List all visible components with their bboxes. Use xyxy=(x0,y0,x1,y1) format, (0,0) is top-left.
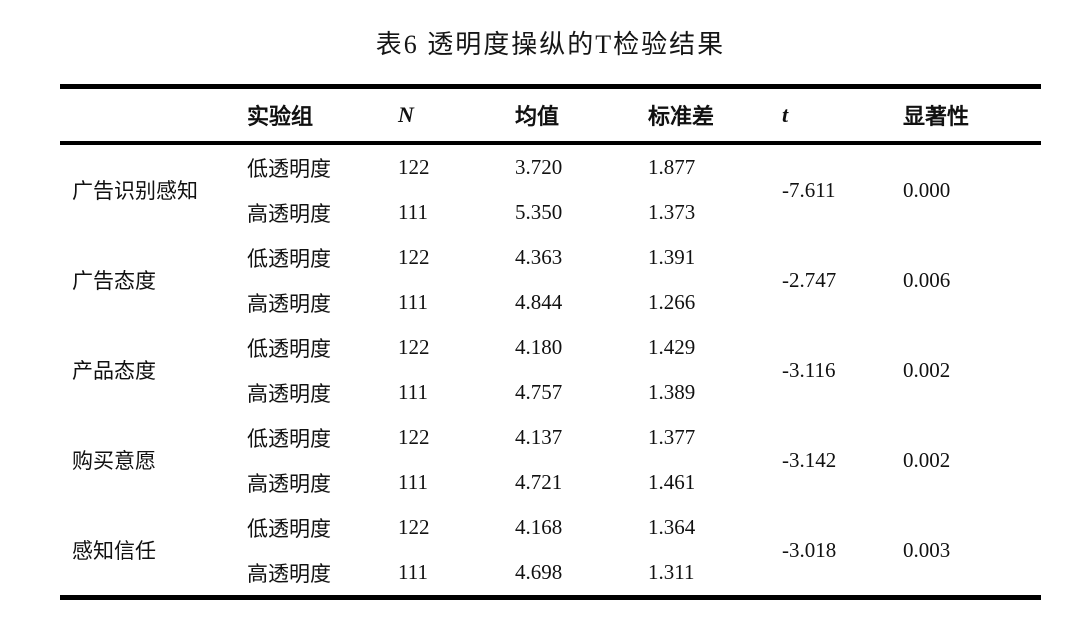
sd-cell: 1.389 xyxy=(648,380,696,404)
table-row: 购买意愿 低透明度 122 4.137 1.377 -3.142 0.002 xyxy=(60,415,1041,473)
n-cell: 111 xyxy=(398,380,428,404)
n-cell: 111 xyxy=(398,470,428,494)
n-cell: 111 xyxy=(398,560,428,584)
sd-cell: 1.373 xyxy=(648,200,696,224)
mean-cell: 4.137 xyxy=(515,425,563,449)
header-group: 实验组 xyxy=(235,86,386,145)
table-row: 产品态度 低透明度 122 4.180 1.429 -3.116 0.002 xyxy=(60,325,1041,383)
table-container: 实验组 N 均值 标准差 t 显著性 广告识别感知 低透明度 122 3.720… xyxy=(60,84,1041,600)
group-cell: 低透明度 xyxy=(247,426,331,451)
group-cell: 高透明度 xyxy=(247,471,331,496)
header-row: 实验组 N 均值 标准差 t 显著性 xyxy=(60,86,1041,145)
t-cell: -2.747 xyxy=(782,267,837,292)
measure-label: 广告识别感知 xyxy=(72,179,198,203)
group-cell: 高透明度 xyxy=(247,201,331,226)
sd-cell: 1.311 xyxy=(648,560,695,584)
group-cell: 低透明度 xyxy=(247,336,331,361)
n-cell: 111 xyxy=(398,290,428,314)
measure-label: 广告态度 xyxy=(72,269,156,293)
n-cell: 122 xyxy=(398,335,430,359)
sd-cell: 1.266 xyxy=(648,290,696,314)
sd-cell: 1.364 xyxy=(648,515,696,539)
group-cell: 高透明度 xyxy=(247,561,331,586)
sig-cell: 0.003 xyxy=(903,537,951,562)
group-cell: 高透明度 xyxy=(247,381,331,406)
group-cell: 低透明度 xyxy=(247,156,331,181)
sd-cell: 1.377 xyxy=(648,425,696,449)
table-row: 感知信任 低透明度 122 4.168 1.364 -3.018 0.003 xyxy=(60,505,1041,563)
sd-cell: 1.461 xyxy=(648,470,696,494)
sd-cell: 1.429 xyxy=(648,335,696,359)
mean-cell: 3.720 xyxy=(515,155,563,179)
header-mean: 均值 xyxy=(503,86,636,145)
header-sig: 显著性 xyxy=(891,86,1041,145)
sig-cell: 0.002 xyxy=(903,357,951,382)
table-row: 高透明度 111 4.721 1.461 xyxy=(60,460,1041,505)
t-cell: -3.116 xyxy=(782,357,836,382)
group-cell: 低透明度 xyxy=(247,516,331,541)
t-test-results-table: 实验组 N 均值 标准差 t 显著性 广告识别感知 低透明度 122 3.720… xyxy=(60,84,1041,600)
table-header: 实验组 N 均值 标准差 t 显著性 xyxy=(60,86,1041,145)
n-cell: 122 xyxy=(398,425,430,449)
measure-label: 产品态度 xyxy=(72,359,156,383)
mean-cell: 4.698 xyxy=(515,560,563,584)
n-cell: 122 xyxy=(398,155,430,179)
table-caption: 表6 透明度操纵的T检验结果 xyxy=(375,30,726,59)
table-row: 广告态度 低透明度 122 4.363 1.391 -2.747 0.006 xyxy=(60,235,1041,293)
table-row: 高透明度 111 5.350 1.373 xyxy=(60,190,1041,235)
sig-cell: 0.000 xyxy=(903,177,951,202)
paper-page: 表6 透明度操纵的T检验结果 实验组 N 均值 标准差 t xyxy=(0,24,1080,629)
header-blank xyxy=(60,86,235,145)
table-body: 广告识别感知 低透明度 122 3.720 1.877 -7.611 0.000… xyxy=(60,143,1041,598)
mean-cell: 4.844 xyxy=(515,290,563,314)
mean-cell: 4.757 xyxy=(515,380,563,404)
t-cell: -3.018 xyxy=(782,537,837,562)
header-n: N xyxy=(386,86,503,145)
measure-label: 购买意愿 xyxy=(72,449,156,473)
sig-cell: 0.006 xyxy=(903,267,951,292)
group-cell: 高透明度 xyxy=(247,291,331,316)
group-cell: 低透明度 xyxy=(247,246,331,271)
t-cell: -7.611 xyxy=(782,177,836,202)
sd-cell: 1.877 xyxy=(648,155,696,179)
table-row: 高透明度 111 4.698 1.311 xyxy=(60,550,1041,598)
mean-cell: 4.180 xyxy=(515,335,563,359)
n-cell: 111 xyxy=(398,200,428,224)
table-row: 高透明度 111 4.757 1.389 xyxy=(60,370,1041,415)
t-cell: -3.142 xyxy=(782,447,837,472)
table-row: 高透明度 111 4.844 1.266 xyxy=(60,280,1041,325)
mean-cell: 4.363 xyxy=(515,245,563,269)
table-row: 广告识别感知 低透明度 122 3.720 1.877 -7.611 0.000 xyxy=(60,143,1041,203)
mean-cell: 4.721 xyxy=(515,470,563,494)
sd-cell: 1.391 xyxy=(648,245,696,269)
header-t: t xyxy=(770,86,891,145)
header-sd: 标准差 xyxy=(636,86,770,145)
mean-cell: 5.350 xyxy=(515,200,563,224)
mean-cell: 4.168 xyxy=(515,515,563,539)
measure-label: 感知信任 xyxy=(72,539,156,563)
sig-cell: 0.002 xyxy=(903,447,951,472)
n-cell: 122 xyxy=(398,515,430,539)
n-cell: 122 xyxy=(398,245,430,269)
